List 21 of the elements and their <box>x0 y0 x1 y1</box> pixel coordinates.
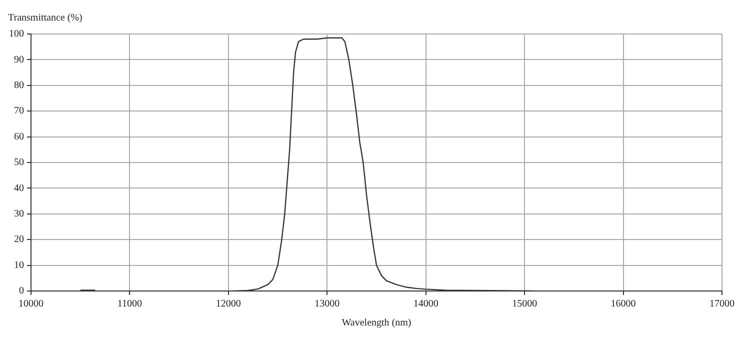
y-tick-label: 60 <box>14 131 24 142</box>
y-tick-label: 10 <box>14 260 24 271</box>
y-tick-label: 90 <box>14 54 24 66</box>
y-tick-label: 70 <box>14 106 24 117</box>
x-tick-label: 13000 <box>314 298 340 310</box>
y-tick-label: 50 <box>14 157 24 168</box>
y-axis-title: Transmittance (%) <box>8 12 82 24</box>
x-tick-label: 11000 <box>117 298 142 310</box>
y-tick-label: 100 <box>9 28 24 40</box>
x-tick-label: 12000 <box>216 298 241 310</box>
x-axis-title: Wavelength (nm) <box>342 318 412 329</box>
y-tick-label: 40 <box>14 182 24 194</box>
y-tick-label: 0 <box>19 286 24 297</box>
x-tick-label: 15000 <box>512 298 538 310</box>
x-tick-label: 17000 <box>710 298 734 310</box>
y-tick-label: 80 <box>14 80 24 92</box>
x-tick-label: 10000 <box>18 298 44 310</box>
x-tick-label: 16000 <box>610 298 636 310</box>
x-tick-label: 14000 <box>413 298 438 310</box>
y-tick-label: 30 <box>14 208 24 220</box>
y-tick-label: 20 <box>14 234 24 246</box>
